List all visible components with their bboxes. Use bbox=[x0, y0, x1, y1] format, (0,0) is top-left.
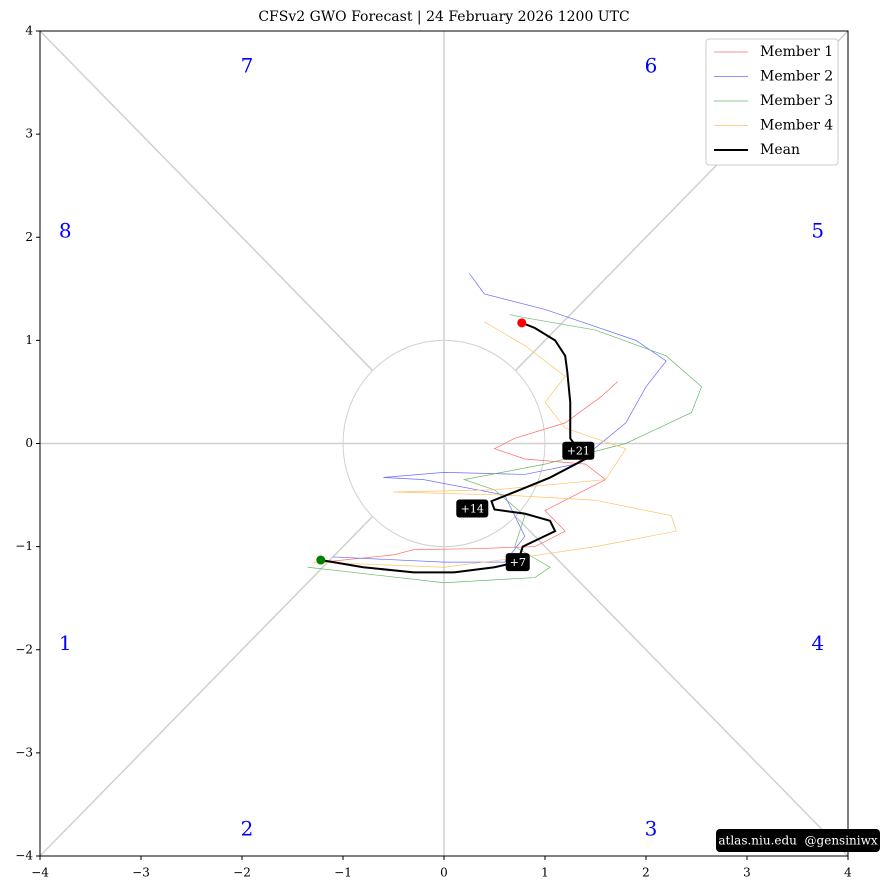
unit-circle bbox=[342, 339, 546, 548]
x-tick-label: −1 bbox=[334, 866, 352, 880]
x-tick-label: −4 bbox=[31, 866, 49, 880]
phase-label: 2 bbox=[241, 817, 254, 841]
legend-label: Member 3 bbox=[760, 93, 833, 109]
x-tick-label: 4 bbox=[844, 866, 852, 880]
day-label: +21 bbox=[567, 445, 590, 458]
legend-label: Member 4 bbox=[760, 118, 833, 134]
phase-label: 4 bbox=[811, 631, 824, 655]
phase-label: 3 bbox=[645, 817, 658, 841]
y-tick-label: −4 bbox=[15, 849, 33, 863]
credit: atlas.niu.edu @gensiniwx bbox=[718, 834, 878, 848]
legend: Member 1 Member 2 Member 3 Member 4 Mean bbox=[705, 38, 839, 166]
phase-label: 5 bbox=[811, 219, 824, 243]
diagonal bbox=[39, 515, 374, 857]
legend-box bbox=[705, 38, 839, 166]
member-line bbox=[307, 314, 702, 584]
end-point bbox=[517, 318, 527, 328]
member-line bbox=[332, 273, 667, 563]
phase-label: 7 bbox=[241, 54, 254, 78]
y-tick-label: 2 bbox=[25, 230, 33, 244]
y-tick-label: 1 bbox=[25, 333, 33, 347]
member-line bbox=[322, 381, 618, 563]
x-tick-label: 3 bbox=[743, 866, 751, 880]
phase-label: 6 bbox=[645, 54, 658, 78]
mean-line bbox=[320, 321, 587, 574]
legend-label: Member 2 bbox=[760, 69, 833, 85]
credit-box bbox=[716, 829, 880, 852]
diagonal bbox=[514, 515, 849, 857]
day-label-box bbox=[456, 499, 489, 518]
x-tick-label: −3 bbox=[132, 866, 150, 880]
x-tick-label: 0 bbox=[440, 866, 448, 880]
day-label-box bbox=[562, 441, 595, 460]
x-tick-label: −2 bbox=[233, 866, 251, 880]
chart-title: CFSv2 GWO Forecast | 24 February 2026 12… bbox=[258, 9, 629, 25]
day-label: +14 bbox=[461, 502, 484, 515]
y-tick-label: 4 bbox=[25, 24, 33, 38]
phase-label: 8 bbox=[59, 219, 72, 243]
y-tick-label: −1 bbox=[15, 539, 33, 553]
y-tick-label: 3 bbox=[25, 127, 33, 141]
day-label-box bbox=[505, 553, 530, 572]
x-tick-label: 2 bbox=[642, 866, 650, 880]
y-tick-label: −2 bbox=[15, 642, 33, 656]
day-label: +7 bbox=[510, 556, 526, 569]
diagonal bbox=[39, 30, 374, 372]
start-point bbox=[316, 555, 326, 565]
phase-label: 1 bbox=[59, 631, 72, 655]
x-tick-label: 1 bbox=[541, 866, 549, 880]
y-tick-label: −3 bbox=[15, 745, 33, 759]
legend-label: Mean bbox=[760, 142, 800, 158]
member-line bbox=[312, 321, 677, 568]
legend-label: Member 1 bbox=[760, 44, 833, 60]
y-tick-label: 0 bbox=[25, 436, 33, 450]
